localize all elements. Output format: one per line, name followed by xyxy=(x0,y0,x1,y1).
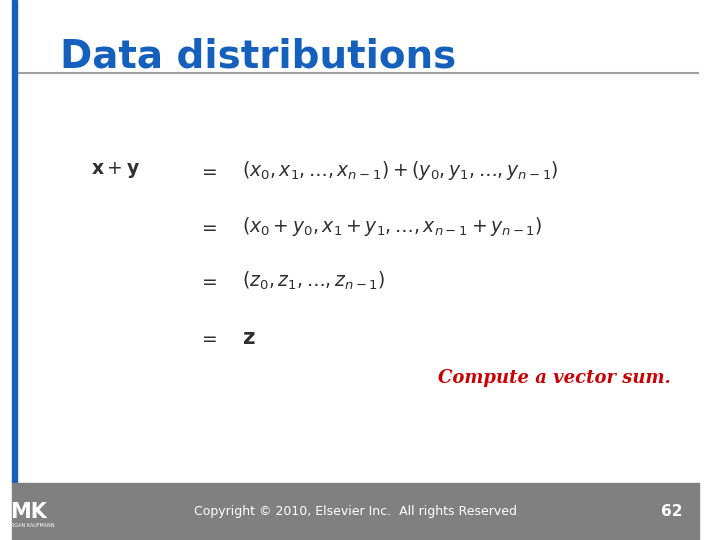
Text: $=$: $=$ xyxy=(198,271,217,291)
Text: Data distributions: Data distributions xyxy=(60,38,456,76)
Text: $(z_0, z_1, \ldots, z_{n-1})$: $(z_0, z_1, \ldots, z_{n-1})$ xyxy=(242,269,385,292)
Text: $=$: $=$ xyxy=(198,160,217,180)
Text: Compute a vector sum.: Compute a vector sum. xyxy=(438,369,671,387)
Text: $(x_0 + y_0, x_1 + y_1, \ldots, x_{n-1} + y_{n-1})$: $(x_0 + y_0, x_1 + y_1, \ldots, x_{n-1} … xyxy=(242,215,543,238)
Text: MORGAN KAUFMANN: MORGAN KAUFMANN xyxy=(3,523,55,528)
Text: $=$: $=$ xyxy=(198,328,217,347)
Bar xyxy=(12,483,699,540)
Text: $\mathbf{x} + \mathbf{y}$: $\mathbf{x} + \mathbf{y}$ xyxy=(91,160,140,180)
Text: 62: 62 xyxy=(661,504,683,519)
Text: $\mathbf{z}$: $\mathbf{z}$ xyxy=(242,327,256,348)
Text: Copyright © 2010, Elsevier Inc.  All rights Reserved: Copyright © 2010, Elsevier Inc. All righ… xyxy=(194,505,517,518)
Bar xyxy=(12,0,17,483)
Text: MK: MK xyxy=(11,502,48,522)
Text: $(x_0, x_1, \ldots, x_{n-1}) + (y_0, y_1, \ldots, y_{n-1})$: $(x_0, x_1, \ldots, x_{n-1}) + (y_0, y_1… xyxy=(242,159,559,181)
Text: $=$: $=$ xyxy=(198,217,217,237)
